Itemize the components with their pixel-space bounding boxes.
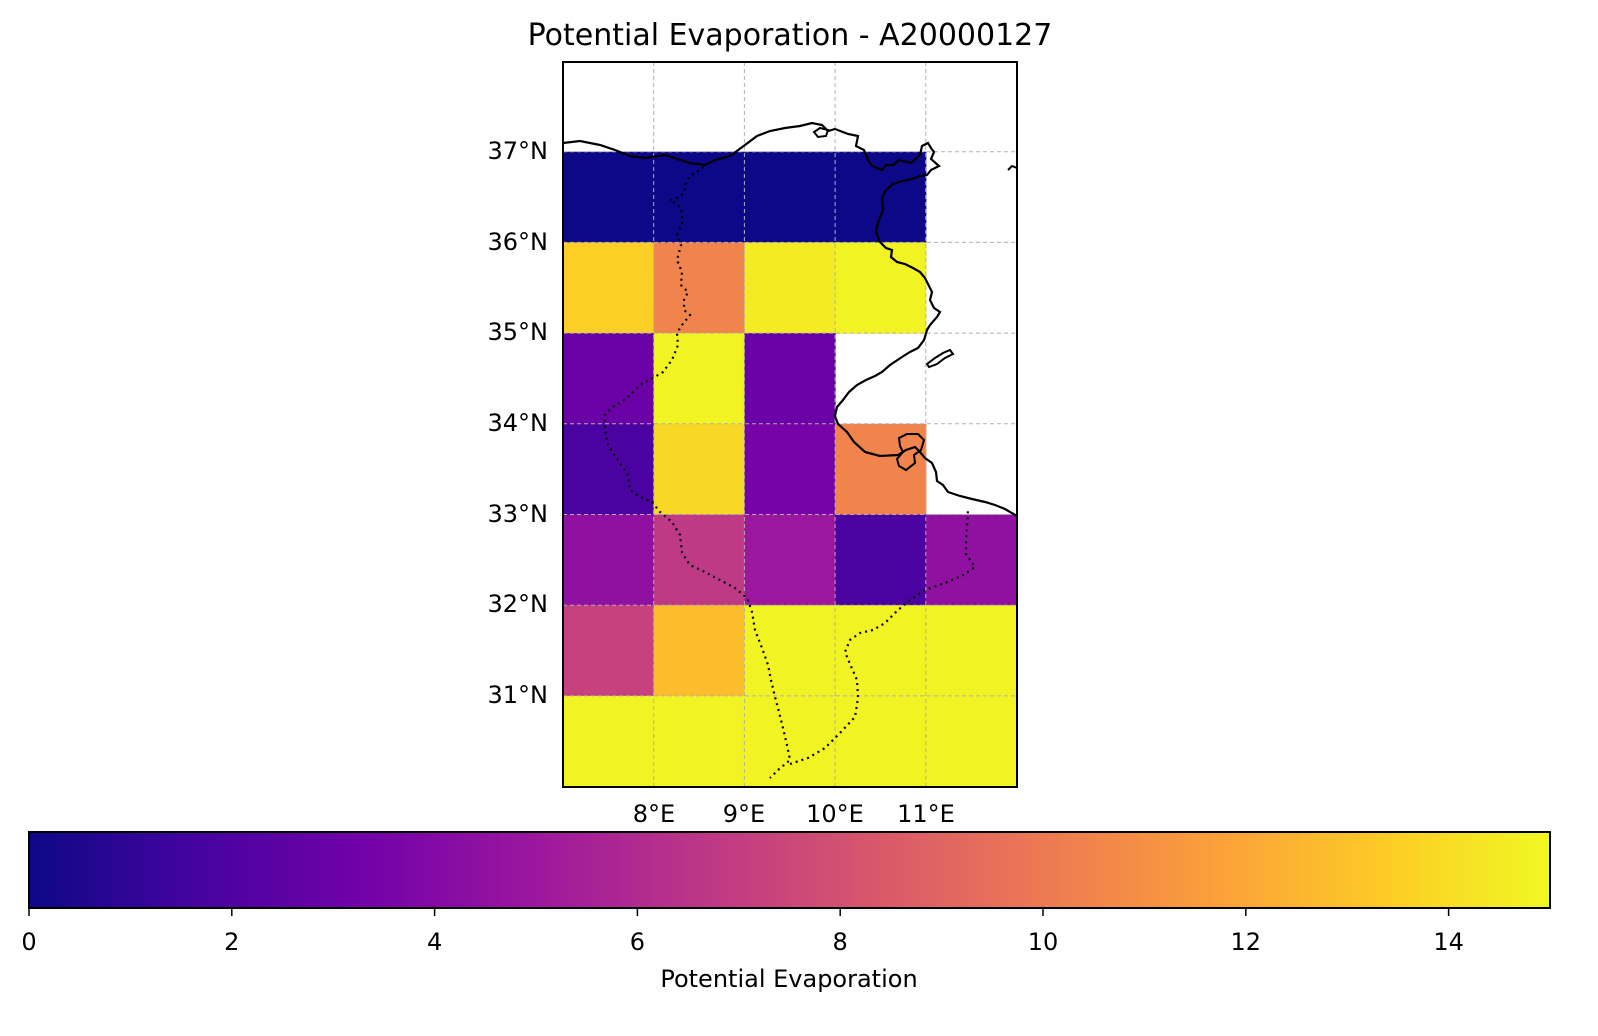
heatmap-cell — [925, 514, 1017, 606]
colorbar-tick-label: 0 — [21, 928, 36, 956]
coastline-group — [563, 121, 1017, 517]
gridlines — [563, 62, 1017, 787]
lat-tick-label: 31°N — [488, 681, 549, 709]
colorbar-tick-label: 14 — [1433, 928, 1464, 956]
country-border — [603, 162, 792, 779]
heatmap-cell — [653, 242, 745, 334]
heatmap-cell — [744, 151, 836, 243]
heatmap-cell — [653, 333, 745, 425]
heatmap-cell — [925, 695, 1017, 787]
colorbar-tick-label: 8 — [833, 928, 848, 956]
heatmap-cell — [563, 695, 655, 787]
heatmap-cell — [835, 151, 927, 243]
heatmap-cell — [744, 423, 836, 516]
heatmap-cell — [653, 605, 745, 697]
heatmap-cells — [563, 151, 1017, 787]
colorbar-tick-label: 2 — [224, 928, 239, 956]
heatmap-cell — [563, 514, 655, 606]
colorbar-label: Potential Evaporation — [660, 965, 917, 993]
heatmap-cell — [744, 333, 836, 425]
heatmap-cell — [653, 695, 745, 787]
lat-axis: 31°N 32°N 33°N 34°N 35°N 36°N 37°N — [488, 137, 549, 709]
heatmap-cell — [744, 605, 836, 697]
sicily-coast — [1007, 164, 1017, 171]
lat-tick-label: 35°N — [488, 318, 549, 346]
lon-axis: 8°E 9°E 10°E 11°E — [633, 800, 955, 828]
lat-tick-label: 36°N — [488, 228, 549, 256]
kerkennah-islands — [925, 348, 955, 369]
heatmap-cell — [925, 605, 1017, 697]
lon-tick-label: 10°E — [806, 800, 864, 828]
lon-tick-label: 11°E — [897, 800, 955, 828]
colorbar-tick-label: 12 — [1231, 928, 1262, 956]
heatmap-cell — [835, 423, 927, 516]
chart-title: Potential Evaporation - A20000127 — [528, 18, 1053, 53]
lon-tick-label: 9°E — [723, 800, 765, 828]
heatmap-cell — [744, 695, 836, 787]
heatmap-cell — [835, 514, 927, 606]
heatmap-cell — [563, 605, 655, 697]
colorbar-ticks: 0 2 4 6 8 10 12 14 — [21, 908, 1464, 956]
colorbar-tick-label: 4 — [427, 928, 442, 956]
heatmap-cell — [563, 151, 655, 243]
border-group — [603, 162, 977, 779]
djerba-island — [895, 433, 926, 472]
colorbar-tick-label: 6 — [630, 928, 645, 956]
map-frame — [562, 61, 1018, 788]
heatmap-cell — [744, 514, 836, 606]
cap-bon-island — [812, 126, 830, 139]
heatmap-cell — [835, 695, 927, 787]
lat-tick-label: 37°N — [488, 137, 549, 165]
heatmap-cell — [563, 423, 655, 516]
lat-tick-label: 32°N — [488, 590, 549, 618]
colorbar — [28, 831, 1551, 909]
lat-tick-label: 33°N — [488, 500, 549, 528]
heatmap-cell — [835, 605, 927, 697]
heatmap-cell — [744, 242, 836, 334]
colorbar-tick-label: 10 — [1028, 928, 1059, 956]
lat-tick-label: 34°N — [488, 409, 549, 437]
heatmap-cell — [563, 242, 655, 334]
lon-tick-label: 8°E — [633, 800, 675, 828]
heatmap-cell — [653, 151, 745, 243]
coastline — [563, 121, 1017, 517]
heatmap-cell — [835, 242, 927, 334]
heatmap-cell — [653, 514, 745, 606]
heatmap-cell — [653, 423, 745, 516]
